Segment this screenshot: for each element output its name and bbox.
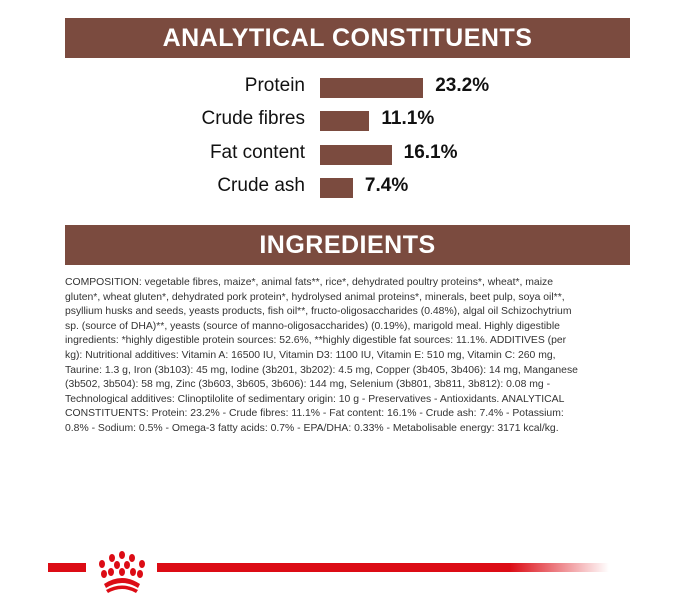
- ingredients-line: Taurine: 1.3 g, Iron (3b103): 45 mg, Iod…: [65, 364, 578, 376]
- constituent-value: 11.1%: [381, 108, 435, 130]
- ingredients-line: ingredients: *highly digestible protein …: [65, 335, 567, 347]
- ingredients-line: Technological additives: Clinoptilolite …: [65, 393, 565, 405]
- constituent-row: Crude fibres 11.1%: [0, 105, 696, 135]
- ingredients-line: kg): Nutritional additives: Vitamin A: 1…: [65, 349, 556, 361]
- analytical-constituents-header: ANALYTICAL CONSTITUENTS: [65, 18, 630, 58]
- constituent-row: Crude ash 7.4%: [0, 172, 696, 202]
- ingredients-text: COMPOSITION: vegetable fibres, maize*, a…: [65, 276, 665, 437]
- constituent-label: Protein: [244, 75, 305, 96]
- constituent-bar: [320, 144, 392, 165]
- constituent-bar: [320, 177, 353, 198]
- constituent-value: 23.2%: [435, 75, 490, 96]
- constituent-bar: [320, 111, 370, 132]
- ingredients-line: psyllium husks and seeds, yeasts product…: [65, 306, 572, 318]
- ingredients-line: sp. (source of DHA)**, yeasts (source of…: [65, 320, 560, 332]
- ingredients-line: gluten*, wheat gluten*, dehydrated pork …: [65, 291, 565, 303]
- brand-line-right: [157, 563, 609, 572]
- ingredients-header: INGREDIENTS: [65, 225, 630, 265]
- ingredients-line: CONSTITUENTS: Protein: 23.2% - Crude fib…: [65, 408, 564, 420]
- constituent-row: Protein 23.2%: [0, 72, 696, 102]
- ingredients-line: COMPOSITION: vegetable fibres, maize*, a…: [65, 277, 553, 288]
- ingredients-line: (3b502, 3b504): 58 mg, Zinc (3b603, 3b60…: [65, 379, 551, 391]
- constituent-label: Crude ash: [217, 174, 305, 196]
- royal-canin-crown-icon: [99, 551, 145, 593]
- brand-line-left: [48, 563, 86, 572]
- constituent-label: Fat content: [209, 141, 305, 163]
- constituent-value: 16.1%: [403, 141, 458, 163]
- constituent-label: Crude fibres: [201, 108, 306, 130]
- constituent-row: Fat content 16.1%: [0, 139, 696, 169]
- constituent-bar: [320, 78, 424, 98]
- ingredients-line: 0.8% - Sodium: 0.5% - Omega-3 fatty acid…: [65, 422, 559, 434]
- constituent-value: 7.4%: [364, 174, 409, 196]
